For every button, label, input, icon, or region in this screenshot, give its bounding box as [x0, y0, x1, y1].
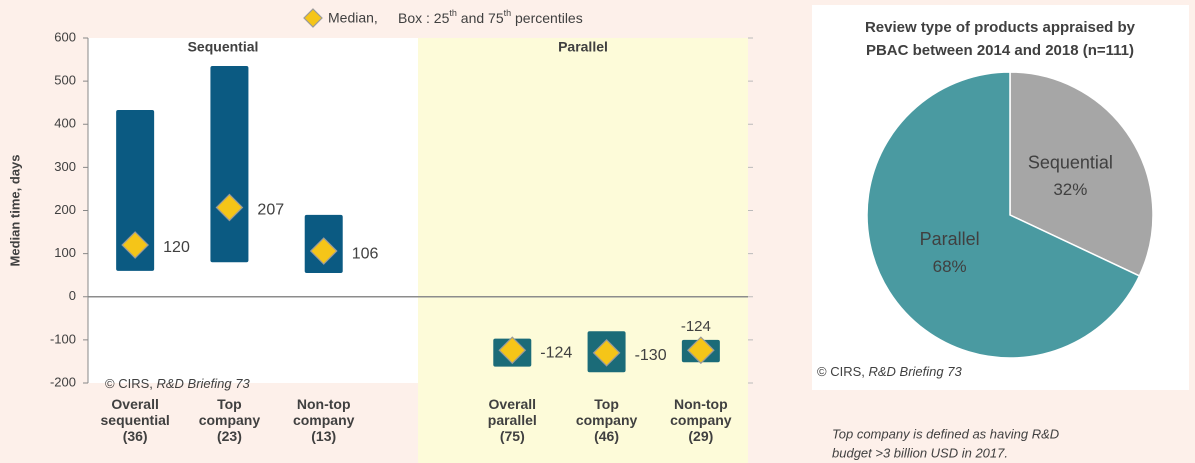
y-tick-label: 400 [54, 116, 76, 131]
group-label: Parallel [558, 39, 608, 55]
median-marker [592, 338, 621, 367]
median-marker [215, 193, 244, 222]
x-tick-line: sequential [101, 412, 170, 428]
median-marker [309, 237, 338, 265]
x-tick-line: Overall [489, 396, 536, 412]
legend-part: th [449, 8, 457, 18]
y-tick-label: 600 [54, 29, 76, 44]
box [210, 66, 249, 263]
source-note: © CIRS, R&D Briefing 73 [817, 364, 962, 379]
median-label: 120 [163, 239, 190, 256]
source-title: R&D Briefing 73 [156, 376, 250, 391]
x-tick-label: Overall sequential (36) [101, 396, 170, 444]
group-label: Sequential [188, 39, 259, 55]
slice-value: 32% [1053, 180, 1087, 199]
chart-title: PBAC between 2014 and 2018 (n=111) [866, 42, 1134, 59]
x-tick-label: Non-top company (29) [670, 396, 732, 444]
x-tick-line: Top [594, 396, 619, 412]
x-tick-line: Non-top [674, 396, 728, 412]
legend-label: Box : 25th and 75th percentiles [398, 8, 583, 25]
group-background [418, 38, 748, 463]
legend-part: percentiles [511, 10, 583, 26]
median-label: -124 [681, 318, 711, 335]
median-marker [303, 8, 323, 28]
median-marker [498, 336, 527, 365]
x-tick-line: parallel [488, 412, 537, 428]
source-note: © CIRS, R&D Briefing 73 [105, 376, 250, 391]
x-tick-label: Top company (46) [576, 396, 638, 444]
x-tick-label: Top company (23) [199, 396, 261, 444]
footnote: Top company is defined as having R&D [832, 426, 1059, 441]
legend-part: and 75 [457, 10, 504, 26]
y-tick-label: 200 [54, 202, 76, 217]
x-tick-line: company [576, 412, 638, 428]
x-tick-line: (13) [311, 428, 336, 444]
y-tick-label: -200 [50, 374, 76, 389]
x-tick-line: company [199, 412, 261, 428]
source-title: R&D Briefing 73 [868, 364, 962, 379]
slice-value: 68% [933, 257, 967, 276]
y-tick-label: 300 [54, 159, 76, 174]
y-tick-label: 500 [54, 73, 76, 88]
x-tick-line: (75) [500, 428, 525, 444]
pie-slice [1009, 71, 1154, 277]
slice-name: Sequential [1028, 152, 1113, 172]
x-tick-label: Overall parallel (75) [488, 396, 537, 444]
y-axis-label: Median time, days [7, 155, 22, 267]
median-marker [121, 231, 149, 259]
x-tick-line: Non-top [297, 396, 351, 412]
median-label: 207 [257, 202, 284, 219]
chart-title: Review type of products appraised by [865, 19, 1136, 36]
legend-label: Median, [328, 10, 378, 26]
y-tick-label: 0 [69, 288, 76, 303]
x-tick-line: Overall [111, 396, 158, 412]
y-tick-label: 100 [54, 245, 76, 260]
x-tick-label: Non-top company (13) [293, 396, 355, 444]
footnote: budget >3 billion USD in 2017. [832, 445, 1008, 460]
x-tick-line: company [670, 412, 732, 428]
x-tick-line: (23) [217, 428, 242, 444]
source-text: © CIRS, [817, 364, 868, 379]
legend-part: Box : 25 [398, 10, 450, 26]
x-tick-line: company [293, 412, 355, 428]
legend-part: th [504, 8, 512, 18]
source-text: © CIRS, [105, 376, 156, 391]
x-tick-line: Top [217, 396, 242, 412]
y-tick-label: -100 [50, 331, 76, 346]
median-marker [687, 336, 715, 365]
pie-slice [866, 71, 1141, 359]
median-label: 106 [352, 245, 379, 262]
x-tick-line: (46) [594, 428, 619, 444]
median-label: -124 [540, 344, 572, 361]
slice-name: Parallel [920, 229, 980, 249]
x-tick-line: (36) [123, 428, 148, 444]
box [116, 110, 155, 271]
median-label: -130 [635, 347, 667, 364]
x-tick-line: (29) [688, 428, 713, 444]
